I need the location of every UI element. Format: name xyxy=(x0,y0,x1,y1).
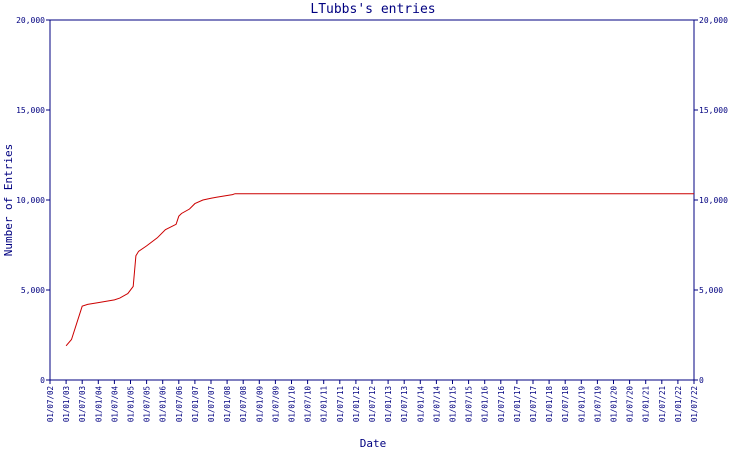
chart-title: LTubbs's entries xyxy=(310,2,435,17)
x-tick-label: 01/01/20 xyxy=(610,386,619,423)
x-tick-label: 01/01/15 xyxy=(449,386,458,422)
x-tick-label: 01/01/19 xyxy=(577,386,586,422)
x-tick-label: 01/01/18 xyxy=(545,386,554,423)
x-tick-label: 01/07/18 xyxy=(561,386,570,423)
x-tick-label: 01/01/05 xyxy=(127,386,136,422)
y-tick-label-right: 5,000 xyxy=(699,286,723,295)
x-tick-label: 01/01/21 xyxy=(642,386,651,422)
x-tick-label: 01/01/22 xyxy=(674,386,683,422)
y-tick-label-right: 20,000 xyxy=(699,16,728,25)
x-tick-label: 01/07/12 xyxy=(368,386,377,422)
x-tick-label: 01/07/07 xyxy=(207,386,216,422)
x-tick-label: 01/07/06 xyxy=(175,386,184,423)
x-tick-label: 01/07/16 xyxy=(497,386,506,423)
x-tick-label: 01/07/10 xyxy=(304,386,313,423)
x-tick-label: 01/01/14 xyxy=(416,386,425,423)
x-tick-label: 01/01/09 xyxy=(255,386,264,422)
x-tick-label: 01/07/13 xyxy=(400,386,409,422)
y-tick-label-right: 10,000 xyxy=(699,196,728,205)
y-tick-label-right: 15,000 xyxy=(699,106,728,115)
x-tick-label: 01/07/19 xyxy=(593,386,602,422)
x-tick-label: 01/07/04 xyxy=(110,386,119,423)
x-tick-label: 01/01/04 xyxy=(94,386,103,423)
x-tick-label: 01/01/03 xyxy=(62,386,71,422)
x-tick-label: 01/07/08 xyxy=(239,386,248,423)
x-tick-label: 01/07/03 xyxy=(78,386,87,422)
y-tick-label-left: 5,000 xyxy=(21,286,45,295)
x-tick-label: 01/01/10 xyxy=(288,386,297,423)
x-tick-label: 01/07/15 xyxy=(465,386,474,422)
y-tick-label-right: 0 xyxy=(699,376,704,385)
y-tick-label-left: 0 xyxy=(40,376,45,385)
x-tick-label: 01/01/16 xyxy=(481,386,490,423)
x-tick-label: 01/07/17 xyxy=(529,386,538,422)
x-tick-label: 01/07/05 xyxy=(143,386,152,422)
plot-frame xyxy=(49,19,695,381)
y-tick-label-left: 20,000 xyxy=(16,16,45,25)
x-tick-label: 01/07/11 xyxy=(336,386,345,422)
x-tick-label: 01/07/22 xyxy=(690,386,699,422)
x-tick-label: 01/07/14 xyxy=(432,386,441,423)
x-tick-label: 01/01/08 xyxy=(223,386,232,423)
x-tick-label: 01/01/11 xyxy=(320,386,329,422)
x-tick-label: 01/07/02 xyxy=(46,386,55,422)
x-tick-label: 01/07/21 xyxy=(658,386,667,422)
series-line xyxy=(65,193,694,347)
x-axis-label: Date xyxy=(360,437,387,450)
y-tick-label-left: 15,000 xyxy=(16,106,45,115)
x-tick-label: 01/01/17 xyxy=(513,386,522,422)
x-tick-label: 01/07/20 xyxy=(626,386,635,423)
y-axis-label: Number of Entries xyxy=(2,144,15,257)
x-tick-label: 01/01/12 xyxy=(352,386,361,422)
x-tick-label: 01/01/07 xyxy=(191,386,200,422)
y-tick-label-left: 10,000 xyxy=(16,196,45,205)
x-tick-label: 01/01/13 xyxy=(384,386,393,422)
x-tick-label: 01/07/09 xyxy=(271,386,280,422)
x-tick-label: 01/01/06 xyxy=(159,386,168,423)
